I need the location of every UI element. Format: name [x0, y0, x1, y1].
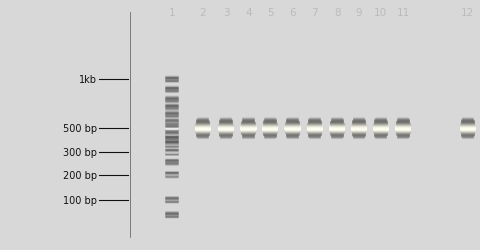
Text: 200 bp: 200 bp — [63, 170, 97, 180]
Text: 500 bp: 500 bp — [63, 124, 97, 134]
Text: 3: 3 — [223, 8, 229, 18]
Text: 8: 8 — [334, 8, 341, 18]
Text: 300 bp: 300 bp — [63, 148, 97, 158]
Text: 2: 2 — [200, 8, 206, 18]
Text: 7: 7 — [312, 8, 318, 18]
Text: 11: 11 — [396, 8, 410, 18]
Text: 1kb: 1kb — [79, 75, 97, 85]
Text: 6: 6 — [289, 8, 296, 18]
Text: 1: 1 — [168, 8, 175, 18]
Text: 4: 4 — [245, 8, 252, 18]
Text: 12: 12 — [461, 8, 475, 18]
Text: 5: 5 — [267, 8, 274, 18]
Text: 100 bp: 100 bp — [63, 195, 97, 205]
Text: 9: 9 — [356, 8, 362, 18]
Text: 10: 10 — [374, 8, 387, 18]
